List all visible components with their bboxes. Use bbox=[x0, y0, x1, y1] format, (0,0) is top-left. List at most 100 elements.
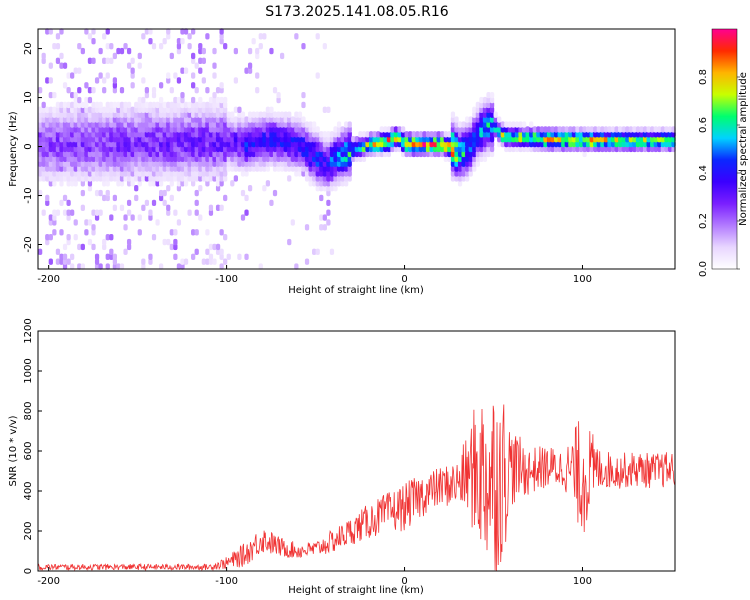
spectrogram-cell bbox=[472, 150, 477, 158]
spectrogram-cell bbox=[48, 77, 53, 84]
spectrogram-cell bbox=[141, 77, 146, 84]
spectrogram-cell bbox=[166, 33, 171, 40]
spectrogram-cell bbox=[66, 72, 71, 79]
spectrogram-cell bbox=[166, 28, 171, 35]
spectrogram-cell bbox=[354, 145, 359, 153]
spectrogram-cell bbox=[468, 145, 473, 153]
spectrogram-cell bbox=[212, 140, 217, 148]
spectrogram-cell bbox=[198, 96, 203, 104]
spectrogram-cell bbox=[308, 175, 313, 182]
spectrogram-cell bbox=[134, 175, 139, 182]
spectrogram-cell bbox=[194, 170, 199, 177]
spectrogram-cell bbox=[162, 160, 167, 167]
spectrogram-cell bbox=[269, 116, 274, 123]
spectrogram-cell bbox=[158, 145, 164, 153]
spectrogram-cell bbox=[144, 150, 150, 158]
spectrogram-cell bbox=[119, 145, 125, 153]
spectrogram-cell bbox=[265, 116, 271, 123]
spectrogram-cell bbox=[322, 165, 327, 172]
spectrogram-cell bbox=[642, 140, 648, 148]
spectrogram-cell bbox=[173, 96, 178, 104]
spectrogram-cell bbox=[326, 170, 331, 177]
spectrogram-cell bbox=[233, 140, 238, 148]
spectrogram-cell bbox=[447, 140, 452, 148]
spectrogram-cell bbox=[198, 175, 203, 182]
spectrogram-cell bbox=[141, 140, 146, 148]
spectrogram-cell bbox=[457, 180, 463, 187]
spectrogram-cell bbox=[38, 136, 43, 143]
spectrogram-cell bbox=[625, 131, 630, 138]
spectrogram-cell bbox=[667, 131, 673, 138]
spectrogram-cell bbox=[105, 111, 110, 118]
spectrogram-cell bbox=[98, 140, 103, 148]
spectrogram-cell bbox=[223, 175, 228, 182]
spectrogram-cell bbox=[194, 101, 199, 109]
spectrogram-cell bbox=[265, 160, 271, 167]
spectrogram-cell bbox=[134, 194, 139, 202]
spectrogram-cell bbox=[176, 111, 182, 118]
spectrogram-cell bbox=[137, 214, 142, 221]
spectrogram-cell bbox=[105, 263, 110, 270]
spectrogram-cell bbox=[319, 145, 324, 153]
spectrogram-cell bbox=[116, 165, 121, 172]
spectrogram-cell bbox=[546, 131, 552, 138]
spectrogram-cell bbox=[176, 140, 182, 148]
spectrogram-cell bbox=[84, 96, 89, 104]
spectrogram-cell bbox=[87, 145, 93, 153]
spectrogram-cell bbox=[105, 155, 110, 162]
spectrogram-cell bbox=[208, 155, 214, 162]
spectrogram-cell bbox=[173, 170, 178, 177]
spectrogram-cell bbox=[87, 165, 93, 172]
spectrogram-cell bbox=[315, 248, 320, 256]
spectrogram-cell bbox=[625, 140, 630, 148]
spectrogram-cell bbox=[198, 42, 203, 50]
spectrogram-cell bbox=[329, 175, 335, 182]
spectrogram-cell bbox=[119, 101, 125, 109]
spectrogram-cell bbox=[333, 140, 338, 148]
spectrogram-cell bbox=[52, 155, 57, 162]
spectrogram-cell bbox=[87, 219, 93, 226]
spectrogram-cell bbox=[52, 165, 57, 172]
spectrogram-cell bbox=[415, 150, 420, 158]
spectrogram-cell bbox=[208, 145, 214, 153]
spectrogram-cell bbox=[126, 165, 132, 172]
spectrogram-cell bbox=[425, 131, 431, 138]
spectrogram-cell bbox=[166, 238, 171, 246]
spectrogram-cell bbox=[457, 136, 463, 143]
spectrogram-cell bbox=[244, 253, 249, 260]
spectrogram-cell bbox=[333, 155, 338, 162]
spectrogram-cell bbox=[269, 199, 274, 207]
spectrogram-cell bbox=[489, 116, 495, 123]
spectrogram-cell bbox=[173, 150, 178, 158]
spectrogram-cell bbox=[312, 175, 317, 182]
spectrogram-cell bbox=[621, 136, 626, 143]
spectrogram-cell bbox=[105, 189, 110, 197]
spectrogram-cell bbox=[575, 131, 580, 138]
spectrogram-cell bbox=[166, 126, 171, 133]
spectrogram-cell bbox=[593, 126, 598, 133]
spectrogram-cell bbox=[336, 126, 342, 133]
spectrogram-cell bbox=[279, 145, 285, 153]
spectrogram-cell bbox=[358, 155, 363, 162]
spectrogram-cell bbox=[80, 189, 85, 197]
spectrogram-cell bbox=[80, 155, 85, 162]
spectrogram-cell bbox=[347, 170, 352, 177]
spectrogram-cell bbox=[45, 131, 50, 138]
spectrogram-cell bbox=[102, 33, 107, 40]
spectrogram-cell bbox=[208, 165, 214, 172]
spectrogram-cell bbox=[176, 106, 182, 113]
spectrogram-cell bbox=[62, 175, 68, 182]
spectrogram-cell bbox=[166, 165, 171, 172]
spectrogram-cell bbox=[176, 136, 182, 143]
spectrogram-cell bbox=[336, 155, 342, 162]
spectrogram-cell bbox=[219, 121, 224, 128]
spectrogram-cell bbox=[212, 101, 217, 109]
spectrogram-cell bbox=[194, 189, 199, 197]
spectrogram-cell bbox=[180, 131, 185, 138]
spectrogram-cell bbox=[48, 233, 53, 241]
spectrogram-cell bbox=[176, 101, 182, 109]
spectrogram-cell bbox=[322, 131, 327, 138]
spectrogram-cell bbox=[521, 145, 527, 153]
spectrogram-cell bbox=[610, 136, 616, 143]
spectrogram-cell bbox=[247, 47, 253, 55]
